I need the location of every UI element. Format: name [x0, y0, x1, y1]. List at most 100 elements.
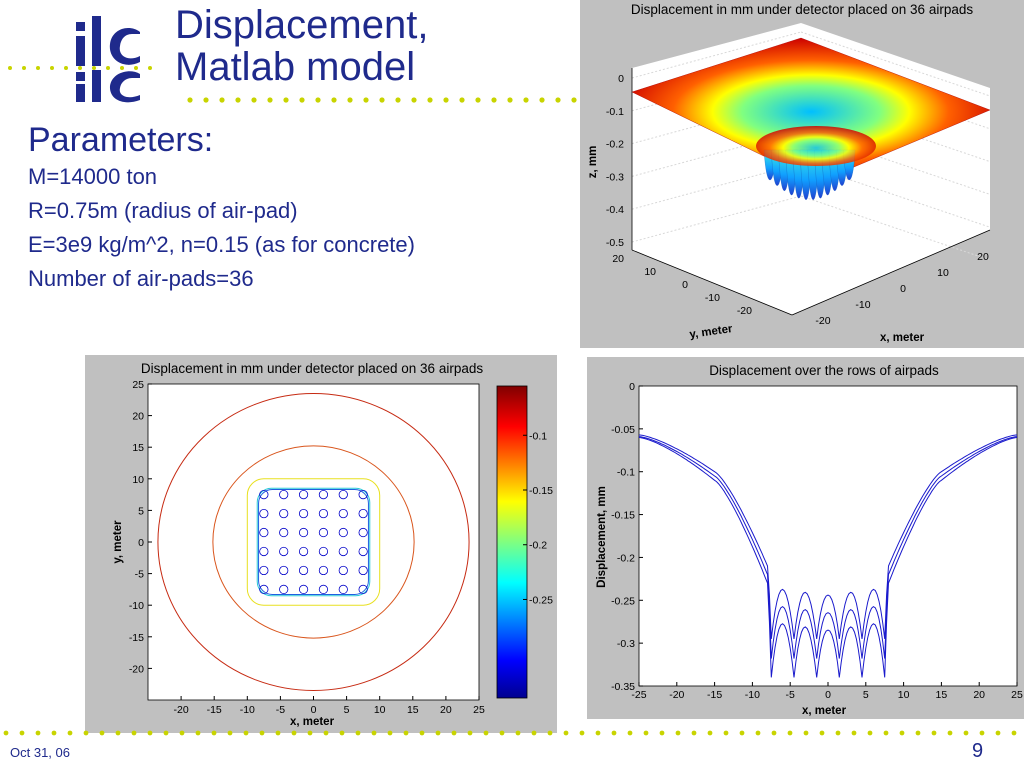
- airpad-contour: [259, 490, 269, 500]
- dot: [19, 730, 25, 736]
- dot: [555, 97, 561, 103]
- airpad-contour: [298, 490, 309, 500]
- gridline: [800, 31, 991, 97]
- contour-line: [258, 489, 369, 595]
- decorative-dots-top: [8, 66, 577, 103]
- dot: [931, 730, 937, 736]
- dot: [147, 730, 153, 736]
- gridline: [800, 195, 991, 261]
- contour-y-tick: -20: [129, 663, 144, 675]
- surface-chart-title: Displacement in mm under detector placed…: [631, 2, 973, 17]
- contour-y-tick: 0: [138, 537, 144, 549]
- dot: [459, 97, 465, 103]
- dot: [1011, 730, 1017, 736]
- rows-chart-title: Displacement over the rows of airpads: [709, 363, 939, 378]
- dot: [507, 97, 513, 103]
- dot: [643, 730, 649, 736]
- contour-y-tick: -15: [129, 632, 144, 644]
- colorbar-tick: -0.15: [529, 485, 553, 497]
- page-number: 9: [972, 740, 984, 762]
- dot: [947, 730, 953, 736]
- airpad-contour: [338, 565, 348, 576]
- dot: [531, 730, 537, 736]
- surface-y-tick: 0: [682, 279, 688, 291]
- rows-x-tick: -15: [707, 689, 722, 701]
- contour-y-label: y, meter: [112, 520, 124, 564]
- dot: [323, 730, 329, 736]
- airpad-contour: [298, 527, 309, 538]
- rows-series-line: [638, 434, 1018, 639]
- colorbar-ticks: -0.1 -0.15 -0.2 -0.25: [523, 430, 553, 606]
- dot: [627, 730, 633, 736]
- rows-y-tick: -0.2: [617, 552, 635, 564]
- airpad-contour: [298, 584, 309, 594]
- contour-x-tick: -10: [240, 704, 255, 716]
- dot: [571, 97, 577, 103]
- airpad-contour: [338, 546, 348, 557]
- dot: [787, 730, 793, 736]
- colorbar: [496, 385, 528, 699]
- contour-x-tick: -5: [276, 704, 285, 716]
- dot: [134, 66, 138, 70]
- dot: [835, 730, 841, 736]
- colorbar-tick: -0.2: [529, 540, 547, 552]
- dot: [523, 97, 529, 103]
- dot: [515, 730, 521, 736]
- dot: [723, 730, 729, 736]
- contour-x-tick: -20: [174, 704, 189, 716]
- dot: [51, 730, 57, 736]
- dot: [451, 730, 457, 736]
- airpad-contour: [318, 490, 329, 500]
- dot: [211, 730, 217, 736]
- surface-y-tick: -10: [705, 292, 720, 304]
- rows-x-tick: -20: [669, 689, 684, 701]
- dot: [227, 730, 233, 736]
- dot: [883, 730, 889, 736]
- rows-x-tick: -10: [745, 689, 760, 701]
- airpad-contour: [338, 527, 348, 538]
- surface-x-tick: -20: [815, 315, 830, 327]
- rows-y-tick: -0.15: [611, 510, 635, 522]
- rows-x-tick: -5: [786, 689, 795, 701]
- parameters-block: Parameters: M=14000 ton R=0.75m (radius …: [28, 120, 415, 296]
- dot: [547, 730, 553, 736]
- surface-z-tick: -0.3: [606, 171, 624, 183]
- dot: [203, 97, 209, 103]
- surface-top: [631, 37, 991, 173]
- dot: [899, 730, 905, 736]
- airpad-contour: [338, 490, 348, 500]
- rows-x-tick: 25: [1011, 689, 1023, 701]
- surface-y-tick: 20: [612, 253, 624, 265]
- rows-x-tick: 5: [863, 689, 869, 701]
- decorative-dots-bottom: [3, 730, 1017, 736]
- contour-chart: Displacement in mm under detector placed…: [85, 355, 557, 733]
- dot: [179, 730, 185, 736]
- dot: [387, 730, 393, 736]
- dot: [235, 97, 241, 103]
- rows-x-tick: 20: [973, 689, 985, 701]
- dot: [195, 730, 201, 736]
- contour-y-tick: -5: [135, 569, 144, 581]
- contour-y-tick: 15: [132, 442, 144, 454]
- param-radius: R=0.75m (radius of air-pad): [28, 198, 298, 223]
- dot: [595, 730, 601, 736]
- dot: [243, 730, 249, 736]
- contour-x-tick: 10: [374, 704, 386, 716]
- airpad-contour: [358, 565, 368, 576]
- dot: [219, 97, 225, 103]
- dot: [83, 730, 89, 736]
- surface-bowl: [756, 126, 876, 166]
- dot: [99, 730, 105, 736]
- contour-y-tick: 10: [132, 474, 144, 486]
- dot: [963, 730, 969, 736]
- dot: [251, 97, 257, 103]
- dot: [395, 97, 401, 103]
- dot: [35, 730, 41, 736]
- slide-title: Displacement, Matlab model: [175, 4, 428, 88]
- airpad-contour: [318, 508, 329, 519]
- airpad-contour: [318, 527, 329, 538]
- dot: [499, 730, 505, 736]
- dot: [539, 97, 545, 103]
- rows-x-tick: 15: [936, 689, 948, 701]
- contour-y-tick: -10: [129, 600, 144, 612]
